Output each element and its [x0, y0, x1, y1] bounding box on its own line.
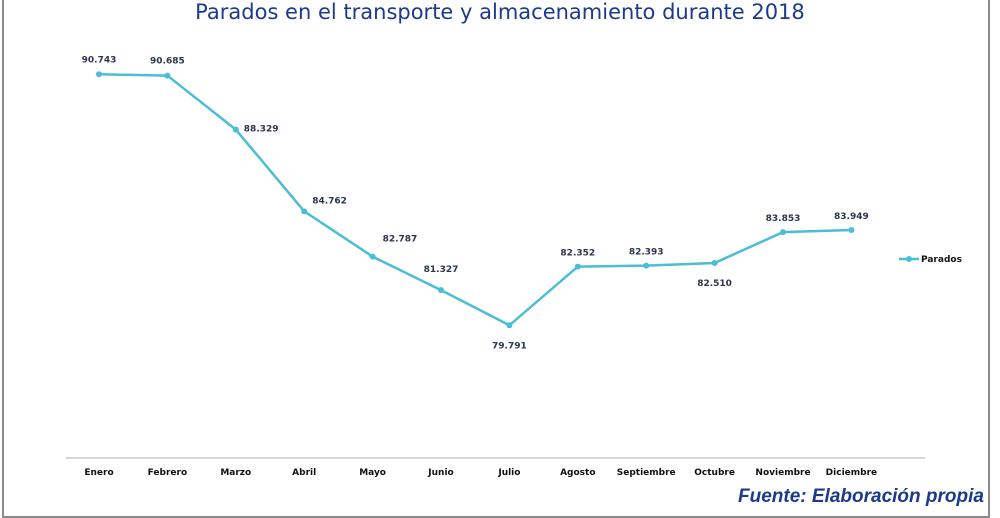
x-tick-label: Agosto	[560, 468, 595, 478]
data-point	[232, 126, 239, 133]
line-chart: Enero Febrero Marzo Abril Mayo Junio Julio Agos…	[66, 55, 962, 478]
data-point	[438, 287, 444, 294]
data-label: 88.329	[244, 125, 279, 135]
data-label: 82.352	[560, 249, 595, 259]
legend-label: Parados	[921, 255, 962, 265]
x-tick-label: Junio	[427, 468, 453, 478]
data-label: 83.853	[766, 214, 801, 224]
x-tick-label: Septiembre	[617, 468, 676, 478]
data-label: 90.743	[82, 55, 117, 65]
data-point	[780, 229, 786, 236]
data-label: 82.393	[629, 248, 664, 258]
data-label: 90.685	[150, 57, 185, 67]
series-line	[98, 73, 852, 327]
x-tick-label: Enero	[84, 468, 113, 478]
data-point	[711, 259, 718, 266]
data-label: 79.791	[492, 341, 527, 351]
data-point	[301, 208, 308, 215]
data-label: 81.327	[424, 265, 459, 275]
data-point	[506, 322, 513, 329]
data-point	[848, 226, 855, 233]
x-tick-label: Julio	[497, 468, 520, 478]
x-tick-label: Mayo	[359, 468, 386, 478]
data-label: 83.949	[834, 212, 869, 222]
x-tick-label: Diciembre	[826, 468, 877, 478]
x-tick-label: Abril	[292, 468, 316, 478]
data-point	[164, 72, 171, 79]
data-point	[369, 253, 376, 260]
data-label: 84.762	[312, 196, 347, 206]
x-tick-label: Febrero	[148, 468, 188, 478]
data-label: 82.787	[383, 235, 418, 245]
source-note: Fuente: Elaboración propia	[738, 486, 984, 507]
data-point	[574, 263, 581, 270]
data-point	[643, 262, 650, 269]
x-tick-label: Octubre	[694, 468, 735, 478]
x-tick-label: Marzo	[220, 468, 251, 478]
x-tick-label: Noviembre	[755, 468, 810, 478]
legend-marker	[906, 256, 912, 262]
data-point	[96, 71, 102, 78]
chart-title: Parados en el transporte y almacenamient…	[195, 0, 805, 24]
data-label: 82.510	[697, 279, 732, 289]
